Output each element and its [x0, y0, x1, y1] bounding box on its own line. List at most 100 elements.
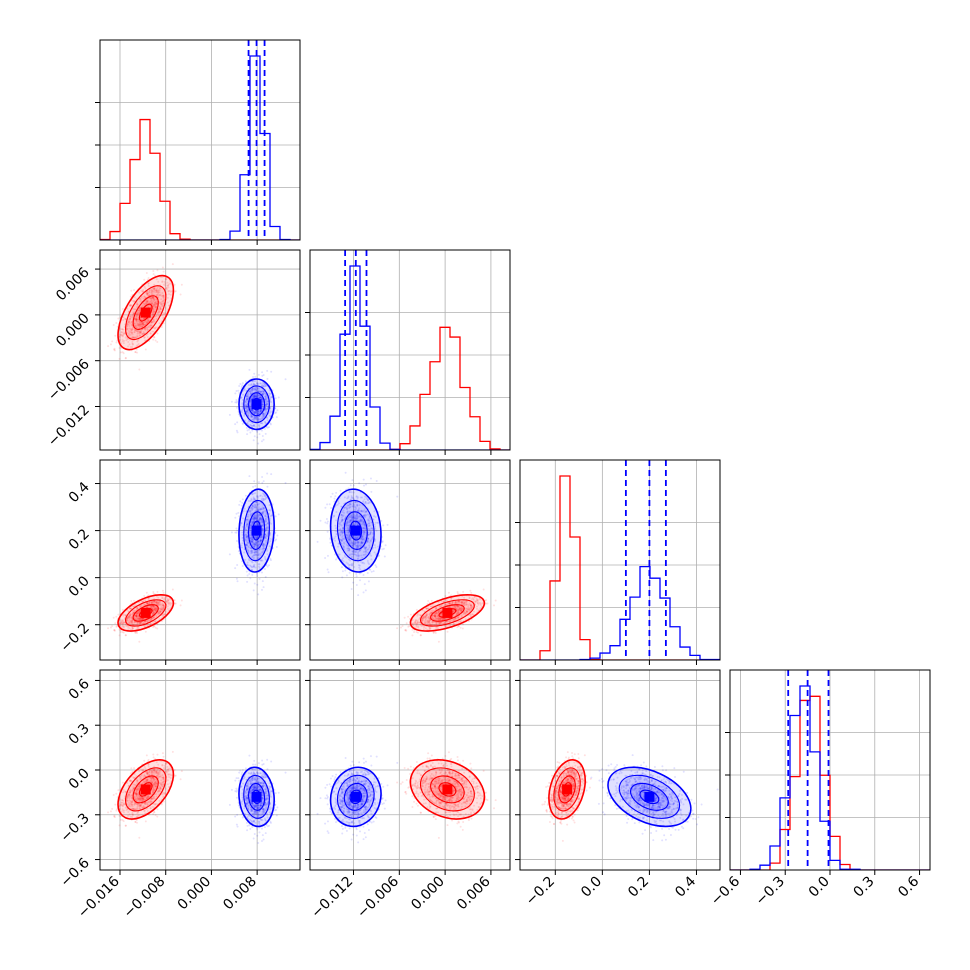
scatter-point: [252, 395, 255, 398]
scatter-point: [340, 505, 343, 508]
scatter-point: [457, 605, 460, 608]
scatter-point: [118, 634, 121, 637]
scatter-point: [425, 614, 428, 617]
scatter-point: [124, 634, 127, 637]
scatter-point: [268, 410, 271, 413]
scatter-point: [456, 606, 459, 609]
scatter-point: [370, 490, 373, 493]
scatter-point: [264, 406, 267, 409]
scatter-point: [349, 537, 352, 540]
scatter-point: [145, 302, 148, 305]
scatter-point: [465, 610, 468, 613]
scatter-point: [249, 408, 252, 411]
scatter-point: [136, 332, 139, 335]
scatter-point: [256, 495, 259, 498]
scatter-point: [124, 357, 127, 360]
scatter-point: [107, 627, 110, 630]
scatter-point: [154, 626, 157, 629]
scatter-point: [155, 609, 158, 612]
scatter-point: [245, 396, 248, 399]
scatter-point: [431, 616, 434, 619]
scatter-point: [257, 519, 260, 522]
scatter-point: [262, 391, 265, 394]
scatter-point: [135, 318, 138, 321]
scatter-point: [136, 312, 139, 315]
scatter-point: [266, 565, 269, 568]
scatter-point: [142, 317, 145, 320]
scatter-point: [255, 551, 258, 554]
scatter-point: [234, 392, 237, 395]
scatter-point: [143, 321, 146, 324]
scatter-point: [254, 492, 257, 495]
scatter-point: [245, 523, 248, 526]
scatter-point: [264, 397, 267, 400]
scatter-point: [250, 540, 253, 543]
scatter-point: [372, 518, 375, 521]
scatter-point: [262, 497, 265, 500]
scatter-point: [258, 394, 261, 397]
scatter-point: [409, 613, 412, 616]
scatter-point: [356, 509, 359, 512]
scatter-point: [365, 541, 368, 544]
scatter-point: [444, 603, 447, 606]
scatter-point: [149, 604, 152, 607]
scatter-point: [139, 306, 142, 309]
y-tick-label: −0.006: [45, 356, 93, 404]
scatter-point: [452, 622, 455, 625]
scatter-point: [416, 622, 419, 625]
scatter-point: [249, 577, 252, 580]
histogram-panel-0: [95, 39, 301, 245]
scatter-point: [180, 599, 183, 602]
scatter-point: [115, 615, 118, 618]
scatter-point: [165, 286, 168, 289]
scatter-point: [422, 617, 425, 620]
scatter-point: [258, 514, 261, 517]
scatter-point: [146, 605, 149, 608]
scatter-point: [253, 412, 256, 415]
scatter-point: [120, 621, 123, 624]
scatter-point: [125, 327, 128, 330]
scatter-point: [253, 411, 256, 414]
scatter-point: [466, 608, 469, 611]
scatter-point: [152, 313, 155, 316]
scatter-point: [142, 323, 145, 326]
scatter-point: [357, 509, 360, 512]
scatter-point: [129, 295, 132, 298]
scatter-point: [251, 409, 254, 412]
scatter-point: [471, 613, 474, 616]
scatter-point: [262, 544, 265, 547]
scatter-point: [434, 612, 437, 615]
scatter-point: [262, 543, 265, 546]
scatter-point: [457, 609, 460, 612]
scatter-point: [464, 611, 467, 614]
scatter-point: [133, 614, 136, 617]
scatter-point: [353, 506, 356, 509]
scatter-point: [129, 322, 132, 325]
scatter-point: [270, 370, 273, 373]
scatter-point: [346, 536, 349, 539]
scatter-point: [134, 308, 137, 311]
scatter-point: [151, 606, 154, 609]
scatter-point: [469, 604, 472, 607]
scatter-point: [152, 605, 155, 608]
scatter-point: [458, 599, 461, 602]
scatter-point: [253, 395, 256, 398]
scatter-point: [135, 612, 138, 615]
scatter-point: [241, 537, 244, 540]
scatter-point: [253, 395, 256, 398]
scatter-point: [244, 558, 247, 561]
scatter-point: [143, 327, 146, 330]
scatter-point: [149, 297, 152, 300]
scatter-point: [241, 382, 244, 385]
scatter-point: [251, 409, 254, 412]
scatter-point: [249, 399, 252, 402]
scatter-point: [252, 380, 255, 383]
scatter-point: [157, 612, 160, 615]
scatter-point: [246, 522, 249, 525]
scatter-point: [425, 616, 428, 619]
scatter-point: [127, 321, 130, 324]
scatter-point: [156, 340, 159, 343]
scatter-point: [121, 328, 124, 331]
scatter-point: [154, 327, 157, 330]
scatter-point: [129, 304, 132, 307]
